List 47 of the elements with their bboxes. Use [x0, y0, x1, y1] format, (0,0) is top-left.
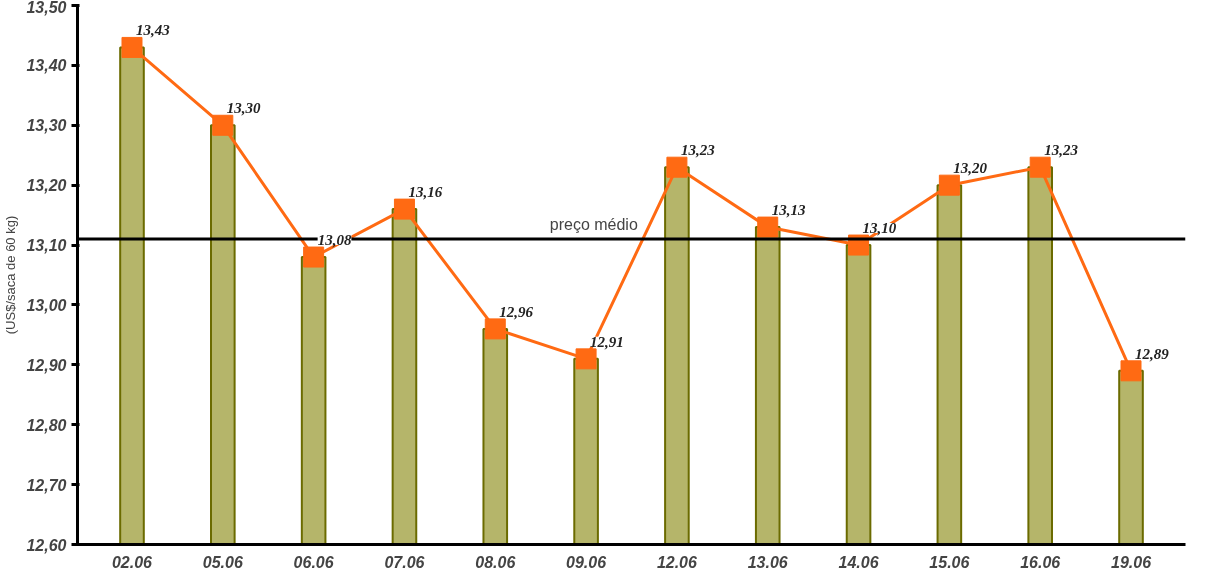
data-label: 12,89 [1135, 345, 1170, 362]
point [303, 246, 325, 268]
x-tick-label: 12.06 [656, 553, 698, 571]
data-label: 13,20 [953, 160, 988, 177]
point [121, 36, 143, 58]
data-label: 13,10 [862, 220, 897, 237]
x-tick-label: 08.06 [475, 553, 516, 571]
y-axis-title: (US$/saca de 60 kg) [3, 215, 19, 335]
x-tick-label: 05.06 [202, 553, 243, 571]
point [1120, 360, 1142, 382]
x-tick-label: 02.06 [111, 553, 153, 571]
y-tick-label: 12,80 [26, 416, 67, 434]
y-tick-label: 13,30 [26, 117, 67, 135]
data-label: 13,23 [1044, 142, 1079, 159]
point [757, 216, 779, 238]
x-tick-label: 16.06 [1020, 553, 1061, 571]
point [1029, 156, 1051, 178]
x-tick-label: 19.06 [1110, 553, 1152, 571]
data-label: 13,16 [408, 184, 443, 201]
x-tick-label: 09.06 [566, 553, 607, 571]
data-label: 13,23 [680, 142, 716, 159]
y-tick-label: 13,20 [26, 177, 67, 195]
data-label: 13,43 [135, 22, 171, 39]
y-tick-label: 12,60 [26, 536, 67, 554]
x-tick-label: 06.06 [293, 553, 334, 571]
data-label: 13,08 [317, 232, 352, 249]
point [212, 114, 234, 136]
x-tick-label: 13.06 [747, 553, 788, 571]
x-tick-label: 07.06 [384, 553, 425, 571]
data-label: 12,91 [590, 333, 624, 350]
data-label: 12,96 [499, 303, 534, 320]
point [393, 198, 415, 220]
point [575, 348, 597, 370]
data-label: 13,13 [771, 202, 806, 219]
y-tick-label: 12,70 [26, 476, 67, 494]
y-tick-label: 12,90 [26, 356, 67, 374]
point [938, 174, 960, 196]
x-tick-label: 15.06 [929, 553, 970, 571]
x-tick-label: 14.06 [838, 553, 879, 571]
y-tick-label: 13,00 [26, 296, 67, 314]
y-tick-label: 13,40 [26, 57, 67, 75]
point [484, 318, 506, 340]
y-tick-label: 13,10 [26, 237, 67, 255]
y-tick-label: 13,50 [26, 0, 67, 16]
point [666, 156, 688, 178]
ref-line-label: preço médio [549, 216, 638, 234]
data-label: 13,30 [226, 100, 262, 117]
